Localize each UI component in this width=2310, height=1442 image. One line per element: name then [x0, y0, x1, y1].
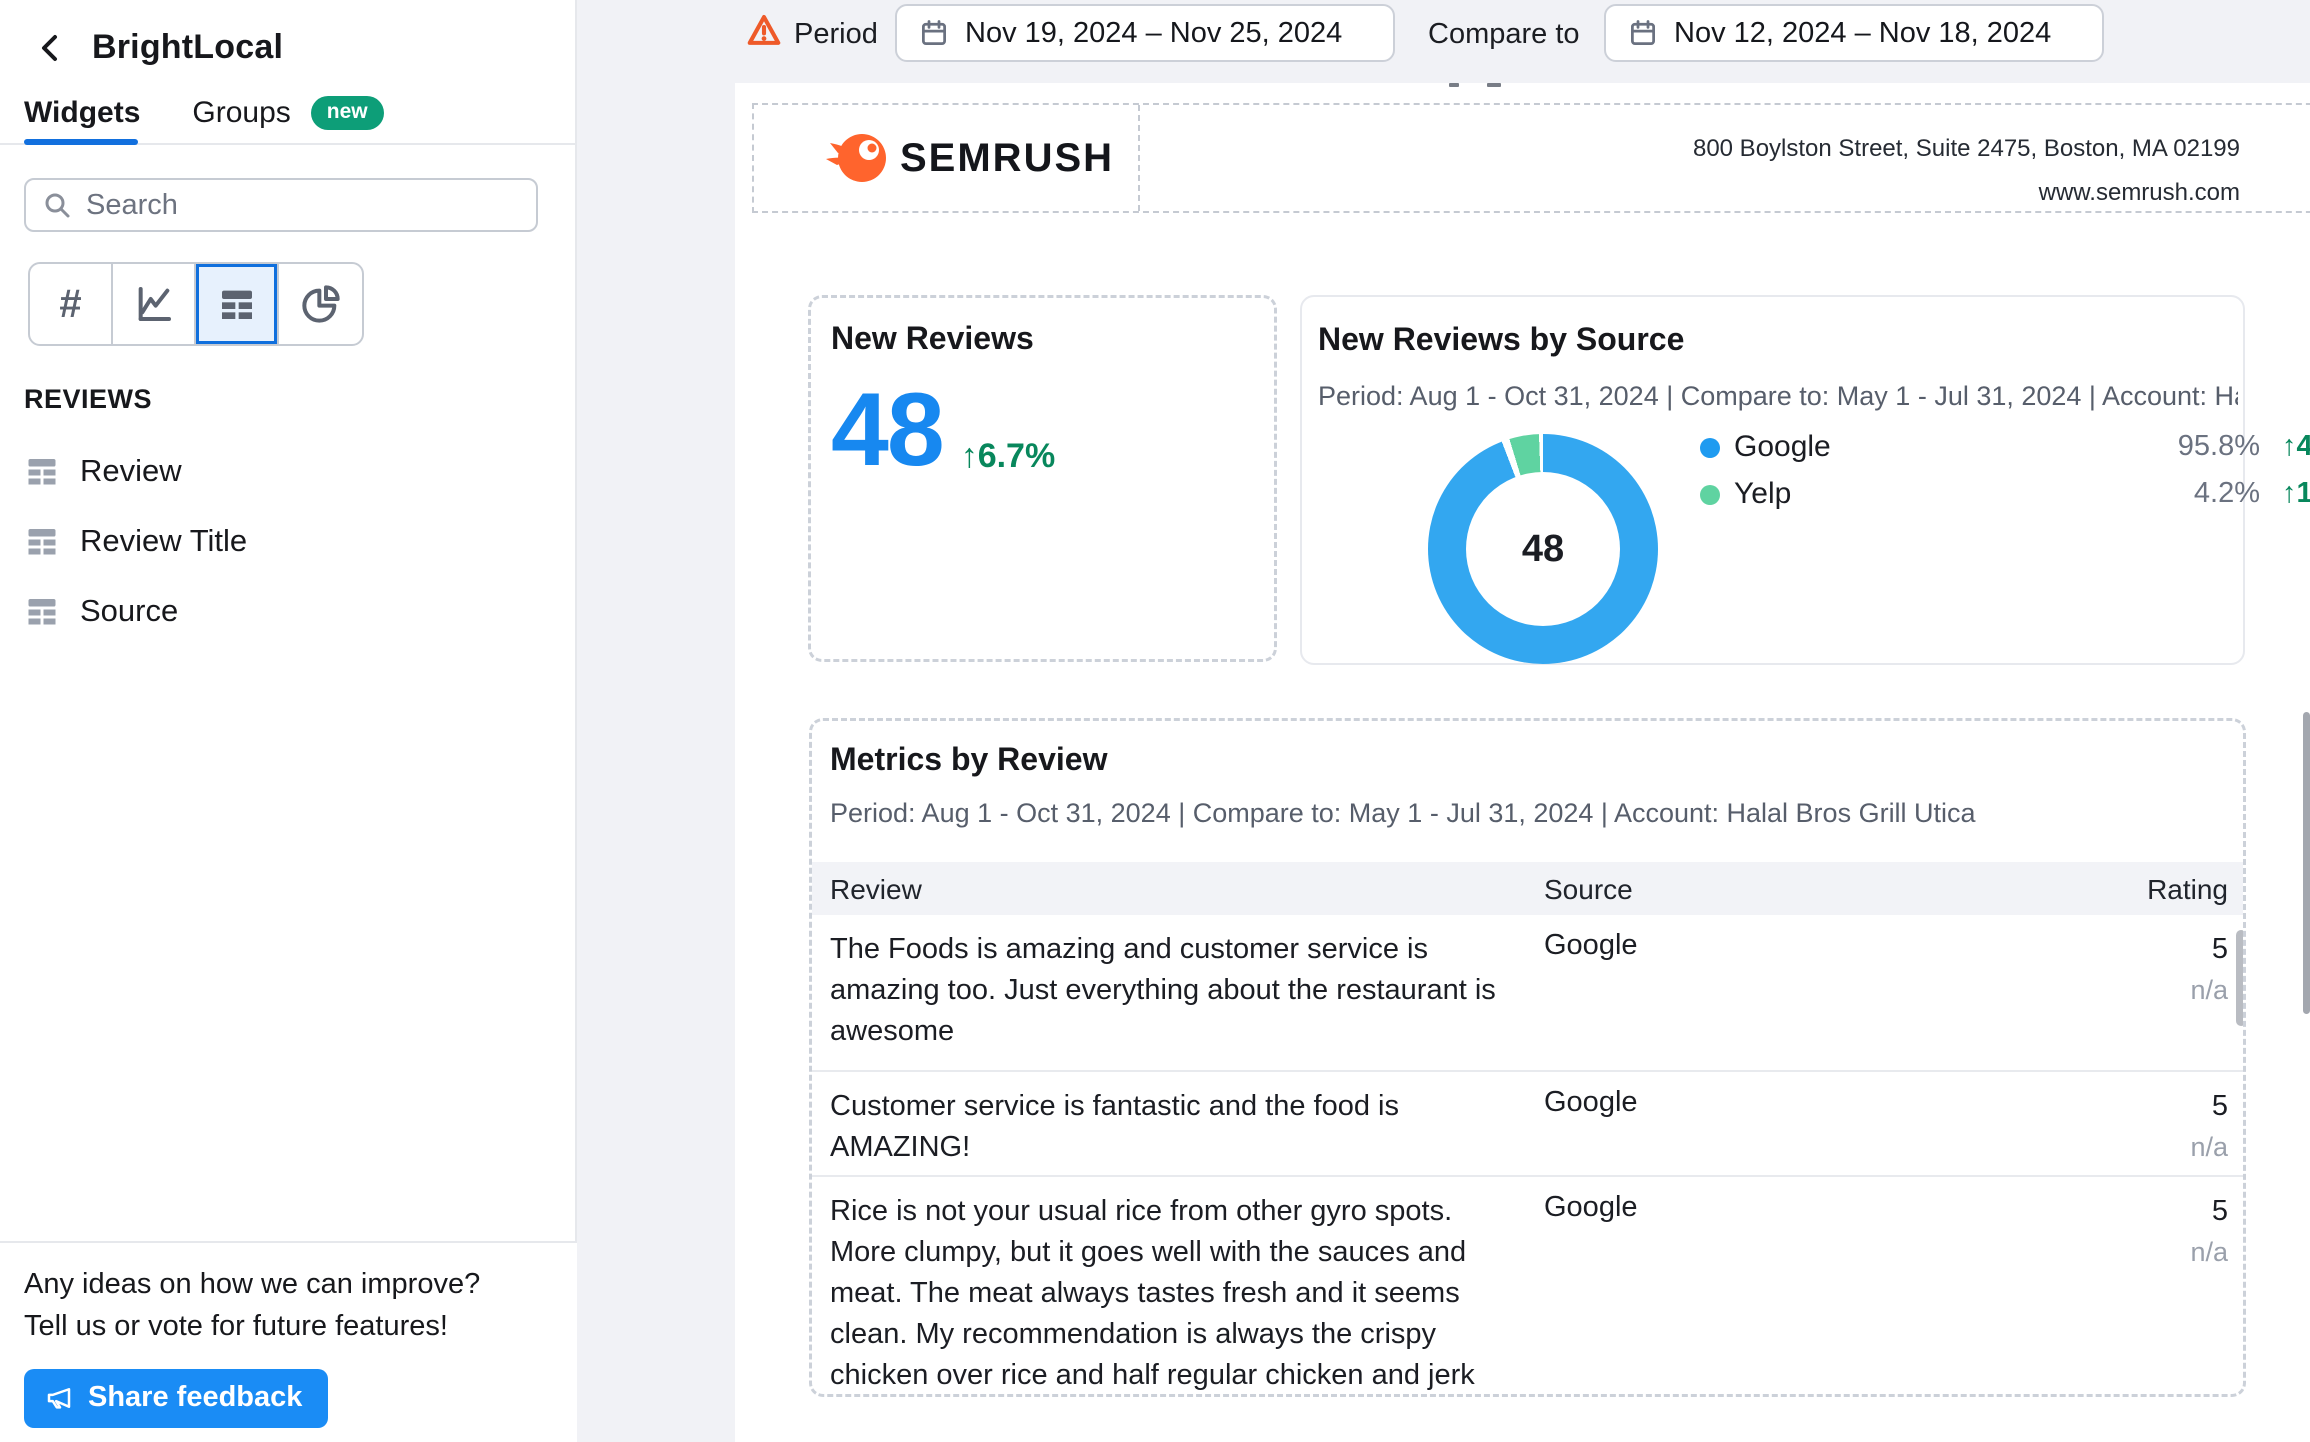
- review-rating: 5: [2211, 1090, 2228, 1122]
- company-website: www.semrush.com: [2038, 179, 2240, 206]
- clipped-content-fragment: [1487, 83, 1501, 87]
- metrics-subtitle: Period: Aug 1 - Oct 31, 2024 | Compare t…: [830, 798, 1976, 828]
- period-label: Period: [794, 18, 878, 50]
- report-canvas: SEMRUSH 800 Boylston Street, Suite 2475,…: [735, 83, 2310, 1442]
- donut-total-value: 48: [1521, 527, 1565, 570]
- share-feedback-label: Share feedback: [88, 1381, 303, 1413]
- calendar-icon: [1628, 18, 1658, 48]
- new-reviews-value: 48: [831, 372, 945, 488]
- review-rating-secondary: n/a: [2190, 975, 2228, 1005]
- number-widget-icon[interactable]: #: [30, 264, 113, 344]
- warning-icon: [745, 12, 783, 50]
- new-reviews-widget[interactable]: New Reviews 48 ↑6.7%: [808, 295, 1277, 662]
- review-source: Google: [1544, 1086, 1638, 1118]
- widget-list: Review Review Title Source: [24, 446, 247, 636]
- legend-label: Yelp: [1734, 477, 1792, 510]
- legend-row-yelp: Yelp 4.2% ↑100%: [1700, 477, 2310, 513]
- sidebar-item-review[interactable]: Review: [24, 446, 247, 496]
- legend-label: Google: [1734, 430, 1831, 463]
- widget-type-toggle-group: #: [28, 262, 364, 346]
- table-widget-icon[interactable]: [196, 264, 279, 344]
- column-header-source: Source: [1544, 874, 1633, 905]
- period-date-range-picker[interactable]: Nov 19, 2024 – Nov 25, 2024: [895, 4, 1395, 62]
- sidebar-title: BrightLocal: [92, 28, 284, 66]
- google-legend-dot: [1700, 438, 1720, 458]
- new-reviews-change: ↑6.7%: [960, 437, 1056, 475]
- page-scrollbar[interactable]: [2303, 712, 2310, 1014]
- new-reviews-by-source-widget[interactable]: New Reviews by Source Period: Aug 1 - Oc…: [1300, 295, 2310, 665]
- brand-name: SEMRUSH: [900, 135, 1115, 180]
- review-source: Google: [1544, 929, 1638, 961]
- sidebar-item-label: Source: [80, 593, 179, 628]
- review-text: Rice is not your usual rice from other g…: [830, 1195, 1475, 1391]
- pie-chart-widget-icon[interactable]: [279, 264, 362, 344]
- table-row: The Foods is amazing and customer servic…: [812, 915, 2243, 1070]
- metrics-by-review-widget[interactable]: Metrics by Review Period: Aug 1 - Oct 31…: [809, 718, 2246, 1397]
- widget-search[interactable]: [24, 178, 538, 232]
- feedback-text-line2: Tell us or vote for future features!: [24, 1310, 448, 1342]
- review-rating: 5: [2211, 1195, 2228, 1227]
- search-icon: [42, 190, 72, 220]
- sidebar-item-label: Review: [80, 453, 182, 488]
- legend-share: 95.8%: [2177, 430, 2260, 462]
- tab-groups[interactable]: Groups: [192, 96, 291, 129]
- feedback-text-line1: Any ideas on how we can improve?: [24, 1268, 481, 1300]
- brand-logo: SEMRUSH: [754, 105, 1140, 211]
- yelp-legend-dot: [1700, 485, 1720, 505]
- review-source: Google: [1544, 1191, 1638, 1223]
- legend-change: ↑4.5%: [2282, 430, 2310, 462]
- column-header-review: Review: [830, 874, 922, 905]
- table-icon: [28, 529, 56, 555]
- search-input[interactable]: [86, 188, 520, 222]
- compare-to-label: Compare to: [1428, 18, 1580, 50]
- legend-change: ↑100%: [2282, 477, 2310, 509]
- table-header-row: Review Source Rating: [812, 862, 2243, 915]
- back-icon[interactable]: [36, 31, 66, 65]
- report-letterhead[interactable]: SEMRUSH 800 Boylston Street, Suite 2475,…: [752, 103, 2310, 213]
- table-row: Rice is not your usual rice from other g…: [812, 1175, 2243, 1394]
- review-rating-secondary: n/a: [2190, 1132, 2228, 1162]
- period-toolbar: Period Nov 19, 2024 – Nov 25, 2024 Compa…: [579, 0, 2310, 83]
- review-rating: 5: [2211, 933, 2228, 965]
- new-badge: new: [310, 96, 384, 130]
- compare-range-value: Nov 12, 2024 – Nov 18, 2024: [1674, 16, 2052, 49]
- donut-chart: 48: [1428, 434, 1658, 664]
- table-icon: [28, 599, 56, 625]
- review-rating-secondary: n/a: [2190, 1237, 2228, 1267]
- by-source-title: New Reviews by Source: [1318, 321, 1685, 357]
- calendar-icon: [919, 18, 949, 48]
- semrush-logo-icon: [824, 129, 888, 187]
- feedback-panel: Any ideas on how we can improve? Tell us…: [0, 1241, 577, 1442]
- widgets-sidebar: BrightLocal Widgets Groups new # REVIEWS…: [0, 0, 577, 1442]
- table-row: Customer service is fantastic and the fo…: [812, 1070, 2243, 1175]
- period-range-value: Nov 19, 2024 – Nov 25, 2024: [965, 16, 1343, 49]
- by-source-subtitle: Period: Aug 1 - Oct 31, 2024 | Compare t…: [1318, 381, 2238, 411]
- legend-row-google: Google 95.8% ↑4.5%: [1700, 430, 2310, 466]
- section-heading-reviews: REVIEWS: [24, 384, 153, 414]
- tab-widgets[interactable]: Widgets: [24, 96, 141, 129]
- tabs-divider: [0, 143, 577, 145]
- table-scrollbar[interactable]: [2236, 930, 2243, 1026]
- sidebar-item-label: Review Title: [80, 523, 248, 558]
- review-text: The Foods is amazing and customer servic…: [830, 933, 1496, 1047]
- compare-date-range-picker[interactable]: Nov 12, 2024 – Nov 18, 2024: [1604, 4, 2104, 62]
- column-header-rating: Rating: [2147, 874, 2228, 905]
- review-text: Customer service is fantastic and the fo…: [830, 1090, 1399, 1163]
- new-reviews-title: New Reviews: [831, 320, 1034, 356]
- sidebar-item-source[interactable]: Source: [24, 586, 247, 636]
- company-address: 800 Boylston Street, Suite 2475, Boston,…: [1692, 135, 2240, 162]
- active-tab-indicator: [24, 139, 138, 145]
- clipped-content-fragment: [1449, 83, 1459, 87]
- sidebar-header: BrightLocal: [36, 28, 283, 67]
- table-icon: [28, 459, 56, 485]
- sidebar-item-review-title[interactable]: Review Title: [24, 516, 247, 566]
- metrics-title: Metrics by Review: [830, 741, 1108, 777]
- megaphone-icon: [44, 1383, 74, 1413]
- line-chart-widget-icon[interactable]: [113, 264, 196, 344]
- legend-share: 4.2%: [2193, 477, 2260, 509]
- share-feedback-button[interactable]: Share feedback: [24, 1369, 329, 1428]
